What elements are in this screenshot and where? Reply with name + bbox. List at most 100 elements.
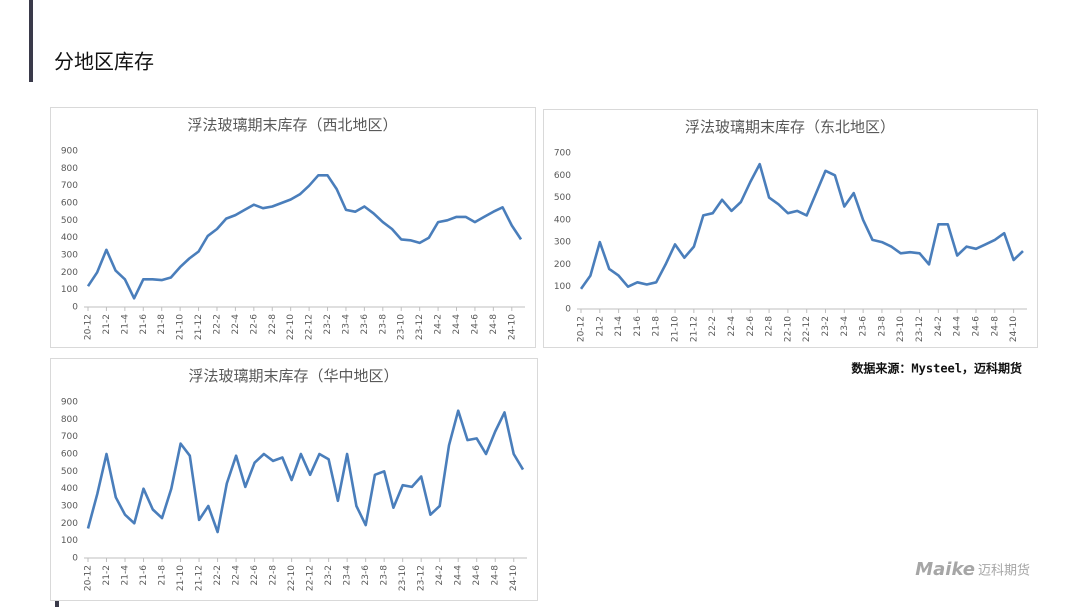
y-tick-label: 100: [554, 282, 571, 292]
x-tick-label: 23-12: [915, 316, 925, 342]
y-tick-label: 100: [61, 285, 78, 295]
x-tick-label: 23-6: [361, 565, 371, 586]
x-tick-label: 23-4: [840, 316, 850, 337]
series-line: [86, 409, 525, 534]
x-tick-label: 23-8: [877, 316, 887, 337]
x-tick-label: 24-6: [971, 316, 981, 337]
x-tick-label: 22-8: [268, 314, 278, 335]
x-tick-label: 22-2: [213, 565, 223, 585]
logo-name: 迈科期货: [978, 563, 1030, 579]
source-note: 数据来源：Mysteel，迈科期货: [851, 361, 1022, 376]
y-tick-label: 300: [61, 502, 78, 512]
y-tick-label: 100: [61, 536, 78, 546]
x-tick-label: 21-10: [671, 316, 681, 342]
chart-frame: [543, 109, 1038, 348]
y-tick-label: 600: [61, 450, 78, 460]
x-tick-label: 22-4: [232, 565, 242, 586]
x-tick-label: 24-10: [509, 565, 519, 591]
chart: 浮法玻璃期末库存（华中地区） 0 100 200 300 400 500 600 700 800 9…: [50, 358, 538, 601]
x-tick-label: 23-12: [415, 314, 425, 340]
x-tick-label: 23-10: [397, 314, 407, 340]
accent-bar-bottom: [55, 596, 59, 607]
x-tick-label: 24-4: [953, 316, 963, 337]
x-tick-label: 22-6: [250, 565, 260, 586]
x-tick-label: 23-10: [398, 565, 408, 591]
x-tick-label: 24-4: [454, 565, 464, 586]
x-tick-label: 23-2: [323, 314, 333, 334]
x-tick-label: 24-2: [434, 314, 444, 334]
x-tick-label: 24-6: [470, 314, 480, 335]
y-tick-label: 900: [61, 398, 78, 408]
x-tick-label: 21-12: [195, 565, 205, 591]
x-tick-label: 21-12: [689, 316, 699, 342]
x-tick-label: 23-4: [343, 565, 353, 586]
x-tick-label: 20-12: [577, 316, 587, 342]
y-tick-label: 800: [61, 164, 78, 174]
y-tick-label: 0: [72, 303, 78, 313]
x-tick-label: 21-6: [139, 565, 149, 586]
x-tick-label: 24-8: [990, 316, 1000, 337]
x-tick-label: 24-8: [491, 565, 501, 586]
x-tick-label: 21-4: [614, 316, 624, 337]
x-tick-label: 23-6: [360, 314, 370, 335]
x-tick-label: 22-10: [286, 314, 296, 340]
x-tick-label: 24-2: [435, 565, 445, 585]
x-tick-label: 23-6: [859, 316, 869, 337]
x-tick-label: 23-8: [378, 314, 388, 335]
slide-title: 分地区库存: [54, 50, 154, 74]
y-tick-label: 600: [61, 199, 78, 209]
y-tick-label: 800: [61, 415, 78, 425]
x-tick-label: 23-2: [324, 565, 334, 585]
y-tick-label: 500: [554, 193, 571, 203]
x-tick-label: 24-8: [489, 314, 499, 335]
x-tick-label: 21-6: [633, 316, 643, 337]
chart: 浮法玻璃期末库存（西北地区） 0 100 200 300 400 500 600 700 800 9…: [50, 107, 536, 348]
x-tick-label: 22-2: [212, 314, 222, 334]
x-tick-label: 20-12: [84, 565, 94, 591]
x-tick-label: 24-6: [472, 565, 482, 586]
y-tick-label: 400: [61, 233, 78, 243]
y-tick-label: 700: [61, 181, 78, 191]
x-tick-label: 21-8: [652, 316, 662, 337]
y-tick-label: 600: [554, 171, 571, 181]
x-tick-label: 21-2: [102, 314, 112, 334]
x-tick-label: 22-10: [783, 316, 793, 342]
chart-title: 浮法玻璃期末库存（东北地区）: [685, 118, 895, 136]
y-tick-label: 200: [61, 268, 78, 278]
y-tick-label: 700: [61, 432, 78, 442]
x-tick-label: 22-2: [708, 316, 718, 336]
x-tick-label: 22-4: [727, 316, 737, 337]
x-tick-label: 21-2: [595, 316, 605, 336]
x-tick-label: 24-4: [452, 314, 462, 335]
x-tick-label: 23-2: [821, 316, 831, 336]
x-tick-label: 21-12: [194, 314, 204, 340]
x-tick-label: 23-4: [341, 314, 351, 335]
x-tick-label: 21-2: [102, 565, 112, 585]
chart-title: 浮法玻璃期末库存（华中地区）: [188, 367, 398, 385]
y-tick-label: 700: [554, 149, 571, 159]
x-tick-label: 24-10: [1009, 316, 1019, 342]
x-tick-label: 22-12: [305, 314, 315, 340]
x-tick-label: 22-8: [269, 565, 279, 586]
x-tick-label: 22-4: [231, 314, 241, 335]
y-tick-label: 0: [565, 305, 571, 315]
x-tick-label: 22-8: [765, 316, 775, 337]
chart: 浮法玻璃期末库存（东北地区） 0 100 200 300 400 500 600 700 20-1…: [543, 109, 1038, 348]
x-tick-label: 21-8: [158, 565, 168, 586]
x-tick-label: 22-6: [249, 314, 259, 335]
x-tick-label: 23-8: [380, 565, 390, 586]
y-tick-label: 900: [61, 147, 78, 157]
y-tick-label: 300: [61, 251, 78, 261]
logo-brand: Maike: [915, 559, 975, 580]
chart-frame: [50, 107, 536, 348]
x-tick-label: 21-8: [157, 314, 167, 335]
y-tick-label: 500: [61, 216, 78, 226]
y-tick-label: 0: [72, 554, 78, 564]
x-tick-label: 21-4: [120, 314, 130, 335]
y-tick-label: 400: [61, 484, 78, 494]
x-tick-label: 22-10: [287, 565, 297, 591]
x-tick-label: 21-4: [121, 565, 131, 586]
chart-frame: [50, 358, 538, 601]
x-tick-label: 24-2: [934, 316, 944, 336]
